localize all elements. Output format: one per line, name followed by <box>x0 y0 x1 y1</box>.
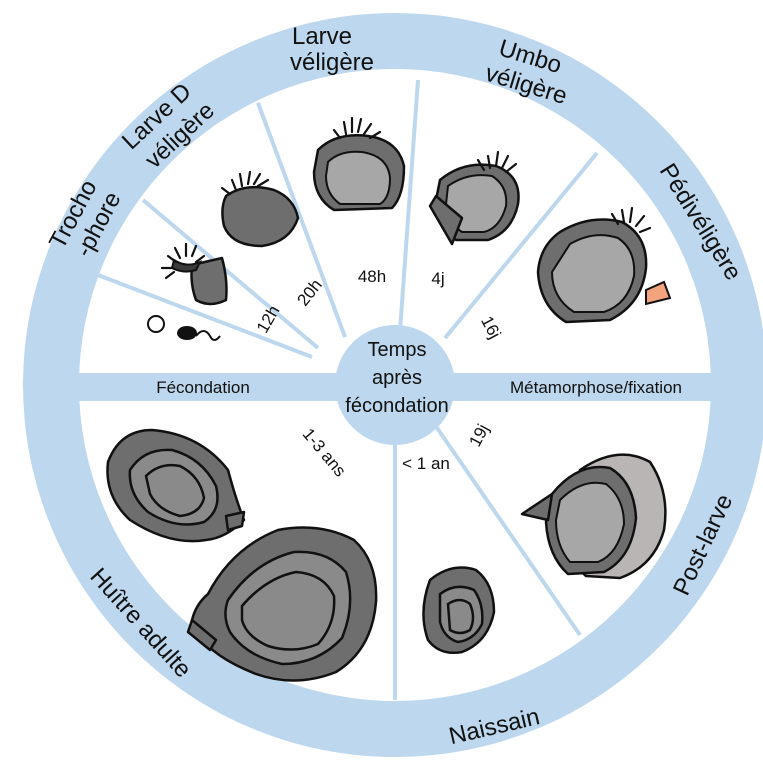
sperm-head-icon <box>177 326 197 340</box>
center-label-line1: Temps <box>368 339 427 361</box>
larve-d-illustration <box>220 170 300 248</box>
umbo-veligere-illustration <box>428 150 520 246</box>
egg-icon <box>147 315 165 333</box>
post-larve-illustration <box>520 453 667 580</box>
divider-16j <box>443 151 599 340</box>
stage-label-larve-line1: Larve <box>292 23 352 50</box>
foot-icon <box>645 280 672 306</box>
sperm-tail-icon <box>195 330 221 341</box>
fecondation-label: Fécondation <box>156 378 250 397</box>
trochophore-illustration <box>160 242 228 306</box>
metamorphose-label: Métamorphose/fixation <box>510 378 682 397</box>
larve-veligere-illustration <box>312 116 406 212</box>
divider-4j <box>398 79 420 332</box>
divider-post-larve <box>433 423 582 637</box>
divider-12h <box>84 268 313 359</box>
fertilization-illustration <box>147 315 221 341</box>
pediveligere-illustration <box>536 206 672 324</box>
adult-oyster-illustration-1 <box>106 428 246 543</box>
naissain-illustration <box>422 566 496 654</box>
stage-label-larve-line2: véligère <box>290 49 374 76</box>
time-label-1an: < 1 an <box>402 454 450 473</box>
center-label-line2: après <box>372 367 422 389</box>
time-label-4j: 4j <box>431 269 444 288</box>
adult-oyster-illustration-2 <box>186 526 378 682</box>
divider-48h <box>256 102 347 338</box>
center-circle <box>335 325 455 445</box>
time-label-48h: 48h <box>358 267 386 286</box>
center-label-line3: fécondation <box>345 395 448 417</box>
divider-20h <box>141 198 320 350</box>
